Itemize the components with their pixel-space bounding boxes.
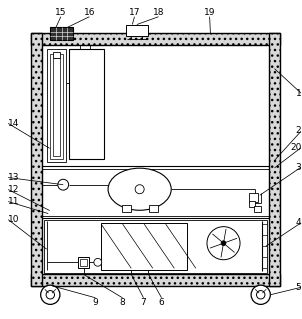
Bar [249, 201, 255, 207]
Bar [78, 257, 89, 268]
Bar [69, 49, 104, 159]
Bar [122, 204, 131, 212]
Text: 12: 12 [8, 185, 20, 194]
Bar [101, 223, 187, 270]
Text: 9: 9 [92, 298, 98, 307]
Bar [53, 52, 60, 58]
Bar [47, 49, 66, 162]
Circle shape [46, 291, 54, 299]
Bar [80, 259, 87, 266]
Text: 5: 5 [296, 283, 301, 292]
Circle shape [135, 185, 144, 194]
Bar [254, 206, 261, 212]
Circle shape [256, 291, 265, 299]
Bar [53, 58, 60, 156]
Bar [31, 274, 280, 286]
Text: 11: 11 [8, 197, 20, 206]
Text: 6: 6 [159, 298, 164, 307]
Bar [31, 33, 42, 286]
Bar [126, 25, 148, 36]
Bar [50, 54, 63, 159]
Text: 2: 2 [296, 126, 301, 136]
Text: 16: 16 [84, 8, 95, 17]
Text: 17: 17 [129, 8, 140, 17]
Bar [149, 204, 158, 212]
Ellipse shape [108, 168, 171, 210]
Circle shape [41, 285, 60, 304]
Text: 15: 15 [55, 8, 66, 17]
Bar [44, 219, 267, 273]
Text: 7: 7 [141, 298, 146, 307]
Text: 13: 13 [8, 173, 20, 182]
Text: 18: 18 [153, 8, 164, 17]
Text: 20: 20 [290, 143, 301, 152]
Bar [249, 193, 258, 202]
Bar [269, 33, 280, 286]
Text: 10: 10 [8, 215, 20, 224]
Text: 19: 19 [204, 8, 215, 17]
Text: 1: 1 [296, 89, 301, 98]
Text: 8: 8 [120, 298, 125, 307]
Circle shape [221, 241, 226, 246]
Circle shape [94, 258, 102, 266]
Text: 4: 4 [296, 218, 301, 227]
Text: 3: 3 [296, 162, 301, 172]
Circle shape [251, 285, 270, 304]
Circle shape [58, 179, 69, 190]
Text: 14: 14 [8, 119, 20, 128]
Bar [50, 27, 73, 40]
Bar [31, 33, 280, 45]
